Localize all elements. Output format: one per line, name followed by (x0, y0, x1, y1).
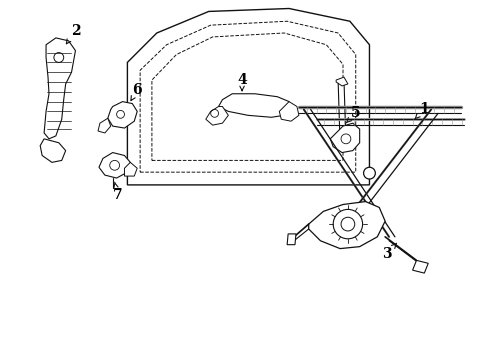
Circle shape (364, 167, 375, 179)
Polygon shape (124, 162, 137, 176)
Polygon shape (338, 80, 346, 143)
Polygon shape (98, 118, 111, 133)
Polygon shape (336, 77, 348, 86)
Polygon shape (413, 260, 428, 273)
Polygon shape (108, 102, 137, 128)
Text: 1: 1 (415, 103, 429, 119)
Polygon shape (309, 202, 385, 249)
Polygon shape (287, 234, 296, 245)
Text: 7: 7 (113, 182, 122, 202)
Polygon shape (279, 102, 299, 121)
Text: 4: 4 (237, 73, 247, 91)
Polygon shape (206, 107, 228, 125)
Polygon shape (99, 153, 130, 178)
Text: 3: 3 (382, 243, 396, 261)
Text: 2: 2 (66, 24, 80, 44)
Polygon shape (219, 94, 291, 117)
Polygon shape (44, 38, 75, 139)
Text: 5: 5 (346, 106, 361, 123)
Polygon shape (330, 123, 360, 153)
Text: 6: 6 (131, 83, 142, 100)
Polygon shape (40, 139, 66, 162)
